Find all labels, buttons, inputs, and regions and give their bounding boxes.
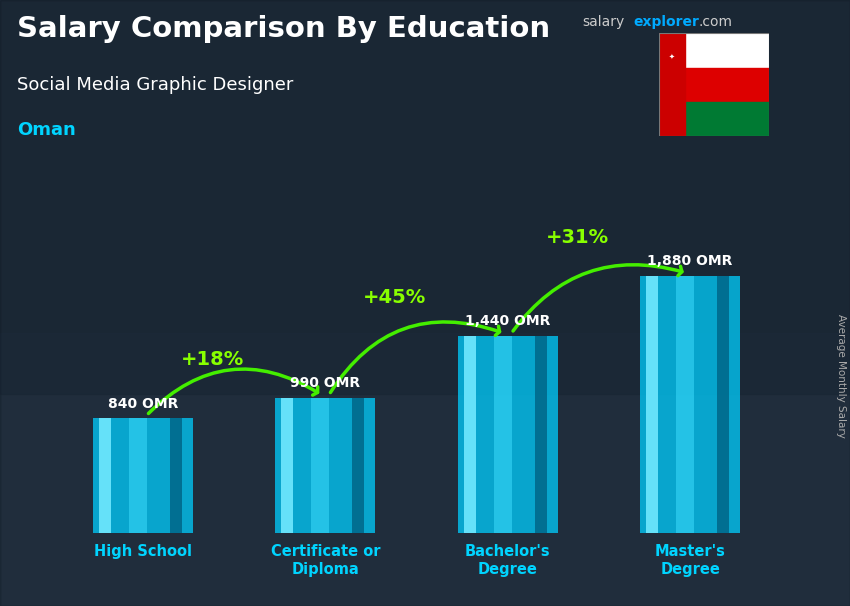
Text: .com: .com [699,15,733,29]
Text: +18%: +18% [180,350,244,369]
Bar [659,102,769,136]
Text: explorer: explorer [633,15,699,29]
Bar [457,336,558,533]
Bar [311,398,329,533]
Text: +45%: +45% [363,288,426,307]
Bar [646,276,658,533]
Bar [640,276,740,533]
Bar [129,418,147,533]
Bar [659,68,769,102]
Bar [535,336,547,533]
Bar [0,0,850,394]
Bar [353,398,365,533]
Bar [659,33,769,68]
Bar [281,398,293,533]
Text: Salary Comparison By Education: Salary Comparison By Education [17,15,550,43]
Text: 1,880 OMR: 1,880 OMR [648,254,733,268]
Bar [99,418,110,533]
Bar [463,336,476,533]
Bar [0,333,850,606]
Text: Oman: Oman [17,121,76,139]
Text: 840 OMR: 840 OMR [108,397,178,411]
Bar [717,276,729,533]
Bar [170,418,182,533]
Text: 990 OMR: 990 OMR [290,376,360,390]
Bar [93,418,193,533]
Text: +31%: +31% [546,228,609,247]
Bar [659,33,685,136]
Bar [676,276,694,533]
Text: 1,440 OMR: 1,440 OMR [465,315,551,328]
Bar [275,398,376,533]
Bar [494,336,512,533]
Text: Average Monthly Salary: Average Monthly Salary [836,314,846,438]
Text: salary: salary [582,15,625,29]
Text: Social Media Graphic Designer: Social Media Graphic Designer [17,76,293,94]
Text: ✦: ✦ [669,53,675,59]
